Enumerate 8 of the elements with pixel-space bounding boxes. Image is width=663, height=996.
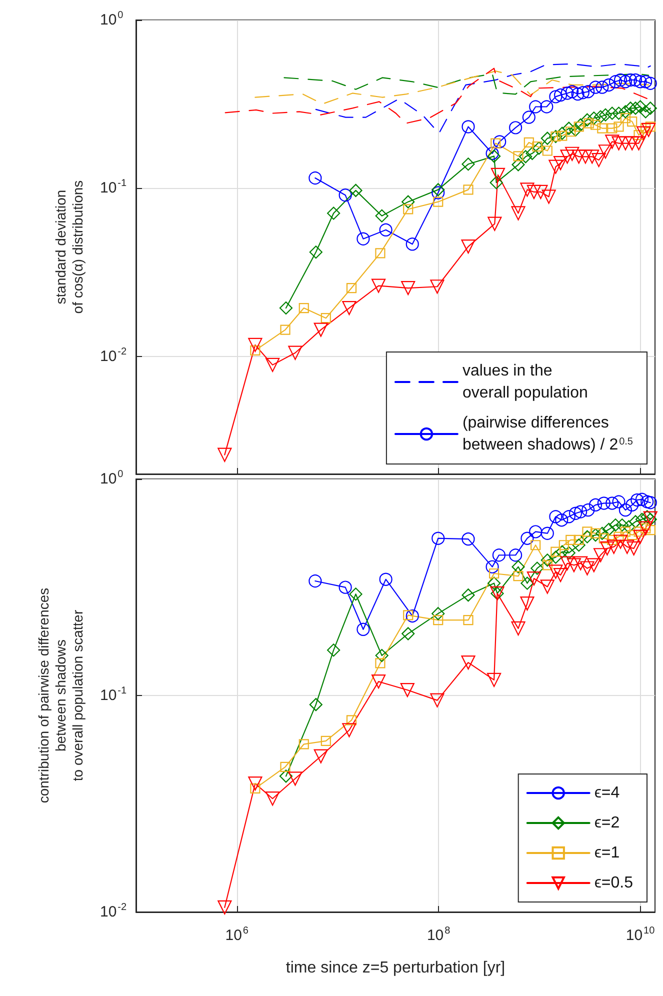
legend-label: ϵ=4 bbox=[594, 784, 620, 802]
legend-label: ϵ=2 bbox=[594, 814, 620, 832]
legend-label: values in the overall population bbox=[462, 362, 588, 402]
y-axis-title: standard deviation of cos(α) distributions bbox=[52, 180, 86, 314]
x-axis-title: time since z=5 perturbation [yr] bbox=[286, 960, 506, 976]
legend-label: ϵ=0.5 bbox=[594, 874, 634, 892]
legend-label: ϵ=1 bbox=[594, 844, 620, 862]
y-axis-title: contribution of pairwise differences between shadows to overall population scatter bbox=[36, 588, 86, 804]
